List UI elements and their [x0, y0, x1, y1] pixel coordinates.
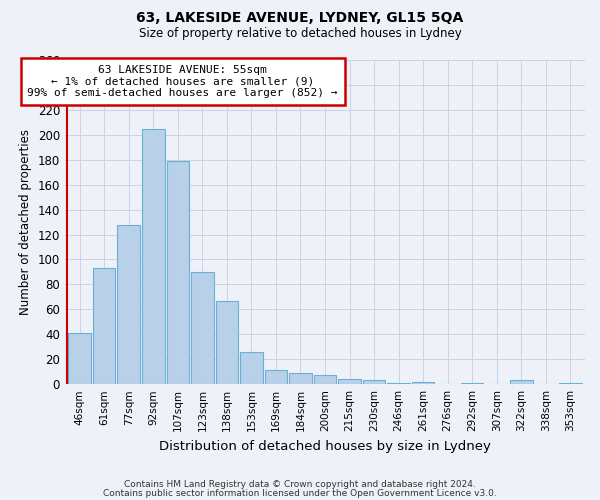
Bar	[118, 224, 140, 384]
Bar	[68, 333, 91, 384]
Text: Size of property relative to detached houses in Lydney: Size of property relative to detached ho…	[139, 28, 461, 40]
Bar	[363, 380, 385, 384]
Bar	[559, 383, 581, 384]
Y-axis label: Number of detached properties: Number of detached properties	[19, 129, 32, 315]
Bar	[167, 161, 189, 384]
Bar	[461, 383, 484, 384]
Bar	[314, 376, 336, 384]
Bar	[142, 128, 164, 384]
Text: Contains public sector information licensed under the Open Government Licence v3: Contains public sector information licen…	[103, 488, 497, 498]
Bar	[93, 268, 115, 384]
Bar	[412, 382, 434, 384]
Bar	[289, 373, 312, 384]
Bar	[265, 370, 287, 384]
Bar	[510, 380, 533, 384]
Bar	[387, 383, 410, 384]
Text: Contains HM Land Registry data © Crown copyright and database right 2024.: Contains HM Land Registry data © Crown c…	[124, 480, 476, 489]
Text: 63, LAKESIDE AVENUE, LYDNEY, GL15 5QA: 63, LAKESIDE AVENUE, LYDNEY, GL15 5QA	[136, 12, 464, 26]
Text: 63 LAKESIDE AVENUE: 55sqm
← 1% of detached houses are smaller (9)
99% of semi-de: 63 LAKESIDE AVENUE: 55sqm ← 1% of detach…	[28, 65, 338, 98]
X-axis label: Distribution of detached houses by size in Lydney: Distribution of detached houses by size …	[159, 440, 491, 452]
Bar	[215, 300, 238, 384]
Bar	[240, 352, 263, 384]
Bar	[338, 379, 361, 384]
Bar	[191, 272, 214, 384]
